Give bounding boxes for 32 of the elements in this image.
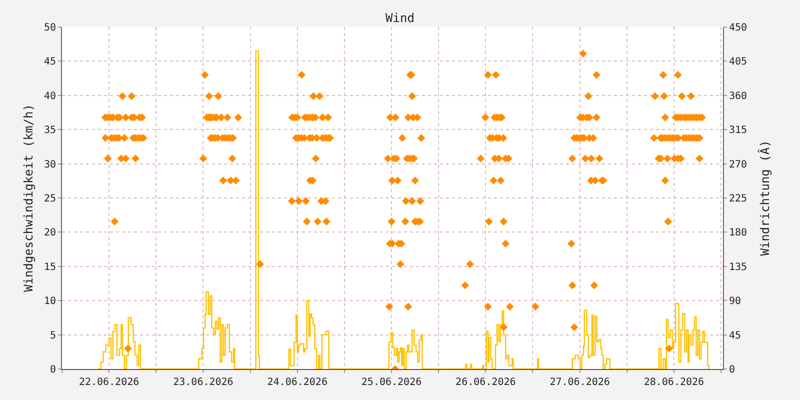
y2-tick-label: 135	[729, 262, 748, 273]
y-tick-label: 30	[44, 159, 56, 170]
y-tick-label: 20	[44, 228, 56, 239]
y-tick-label: 45	[44, 56, 56, 68]
y-tick-label: 25	[44, 194, 56, 204]
y2-tick-label: 360	[729, 90, 748, 102]
y2-tick-label: 45	[729, 330, 742, 342]
y-tick-label: 10	[44, 296, 56, 308]
y2-axis-title: Windrichtung (Â)	[756, 140, 772, 256]
y-tick-label: 35	[44, 125, 56, 136]
y2-tick-label: 225	[729, 194, 748, 204]
y2-tick-label: 450	[729, 22, 748, 34]
x-tick-label: 23.06.2026	[173, 377, 234, 388]
y2-tick-label: 270	[729, 159, 748, 170]
x-tick-label: 24.06.2026	[267, 377, 328, 388]
y2-tick-label: 90	[729, 296, 742, 308]
x-tick-label: 28.06.2026	[644, 377, 704, 388]
y-tick-label: 5	[50, 330, 56, 342]
x-tick-label: 25.06.2026	[361, 377, 422, 388]
x-tick-label: 22.06.2026	[78, 377, 140, 388]
y-axis-title: Windgeschwindigkeit (km/h)	[21, 104, 36, 292]
y2-tick-label: 405	[729, 56, 748, 68]
y-tick-label: 15	[44, 262, 56, 273]
x-tick-label: 26.06.2026	[456, 377, 516, 388]
y-tick-label: 40	[44, 90, 56, 102]
y-tick-label: 0	[50, 364, 56, 376]
y-tick-label: 50	[44, 22, 56, 34]
y2-tick-label: 315	[729, 125, 748, 136]
chart-title: Wind	[386, 11, 414, 26]
y2-tick-label: 0	[729, 364, 736, 376]
y2-tick-label: 180	[729, 228, 748, 239]
x-tick-label: 27.06.2026	[550, 377, 610, 388]
